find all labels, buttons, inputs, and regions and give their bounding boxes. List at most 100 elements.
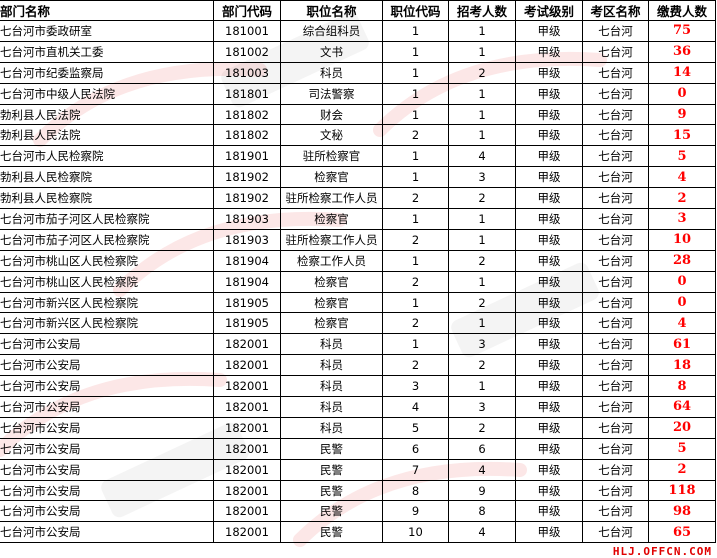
cell-exam-area: 七台河 [582, 333, 649, 356]
site-watermark: HLJ.OFFCN.COM [609, 546, 715, 558]
cell-recruit-count: 2 [448, 61, 516, 84]
cell-dept-code: 181905 [213, 312, 281, 335]
cell-dept-name: 七台河市人民检察院 [0, 145, 214, 168]
cell-dept-name: 七台河市中级人民法院 [0, 82, 214, 105]
registration-table: 部门名称 部门代码 职位名称 职位代码 招考人数 考试级别 考区名称 缴费人数 七台河市委政研… [0, 0, 716, 544]
cell-position-code: 1 [382, 291, 449, 314]
cell-exam-level: 甲级 [515, 103, 583, 126]
cell-dept-code: 181905 [213, 291, 281, 314]
cell-paid-count: 14 [648, 61, 716, 84]
cell-dept-name: 七台河市直机关工委 [0, 40, 214, 63]
cell-position-name: 科员 [280, 375, 383, 398]
table-row: 勃利县人民检察院 181902 检察官 1 3 甲级 七台河 4 [0, 166, 716, 189]
cell-paid-count: 8 [648, 375, 716, 398]
cell-dept-name: 勃利县人民检察院 [0, 166, 214, 189]
cell-exam-area: 七台河 [582, 521, 649, 544]
table-row: 七台河市公安局 182001 科员 2 2 甲级 七台河 18 [0, 354, 716, 377]
cell-exam-level: 甲级 [515, 187, 583, 210]
cell-paid-count: 4 [648, 312, 716, 335]
cell-position-code: 4 [382, 396, 449, 418]
cell-recruit-count: 2 [448, 354, 516, 377]
cell-dept-name: 勃利县人民法院 [0, 103, 214, 126]
cell-dept-name: 七台河市新兴区人民检察院 [0, 312, 214, 335]
cell-dept-code: 182001 [213, 396, 281, 418]
cell-dept-code: 182001 [213, 500, 281, 523]
cell-exam-level: 甲级 [515, 20, 583, 42]
cell-exam-level: 甲级 [515, 375, 583, 398]
cell-exam-level: 甲级 [515, 208, 583, 230]
cell-recruit-count: 1 [448, 228, 516, 251]
cell-exam-area: 七台河 [582, 249, 649, 272]
cell-position-code: 9 [382, 500, 449, 523]
cell-exam-level: 甲级 [515, 437, 583, 460]
cell-position-code: 1 [382, 82, 449, 105]
cell-dept-code: 181802 [213, 124, 281, 147]
cell-position-code: 2 [382, 228, 449, 251]
cell-dept-name: 七台河市公安局 [0, 437, 214, 460]
cell-exam-area: 七台河 [582, 40, 649, 63]
cell-exam-area: 七台河 [582, 416, 649, 439]
cell-exam-area: 七台河 [582, 396, 649, 418]
cell-dept-code: 181001 [213, 20, 281, 42]
cell-position-code: 2 [382, 187, 449, 210]
cell-dept-name: 七台河市茄子河区人民检察院 [0, 228, 214, 251]
cell-dept-name: 七台河市公安局 [0, 354, 214, 377]
table-row: 七台河市直机关工委 181002 文书 1 1 甲级 七台河 36 [0, 40, 716, 63]
cell-exam-level: 甲级 [515, 270, 583, 293]
cell-exam-level: 甲级 [515, 249, 583, 272]
cell-dept-code: 181903 [213, 208, 281, 230]
cell-dept-code: 182001 [213, 375, 281, 398]
cell-position-code: 1 [382, 333, 449, 356]
cell-position-name: 科员 [280, 333, 383, 356]
cell-exam-level: 甲级 [515, 416, 583, 439]
cell-exam-area: 七台河 [582, 479, 649, 502]
cell-position-name: 检察官 [280, 166, 383, 189]
cell-recruit-count: 3 [448, 333, 516, 356]
cell-recruit-count: 1 [448, 103, 516, 126]
cell-paid-count: 3 [648, 208, 716, 230]
cell-position-name: 科员 [280, 416, 383, 439]
cell-exam-level: 甲级 [515, 145, 583, 168]
cell-dept-name: 七台河市公安局 [0, 458, 214, 481]
cell-exam-area: 七台河 [582, 82, 649, 105]
cell-paid-count: 15 [648, 124, 716, 147]
column-header-paid-count: 缴费人数 [648, 0, 716, 21]
column-header-position-code: 职位代码 [382, 0, 449, 21]
column-header-position-name: 职位名称 [280, 0, 383, 21]
cell-position-name: 民警 [280, 458, 383, 481]
cell-dept-code: 181901 [213, 145, 281, 168]
cell-dept-code: 181902 [213, 187, 281, 210]
table-row: 七台河市公安局 182001 民警 10 4 甲级 七台河 65 [0, 521, 716, 544]
cell-paid-count: 10 [648, 228, 716, 251]
table-row: 七台河市茄子河区人民检察院 181903 检察官 1 1 甲级 七台河 3 [0, 208, 716, 230]
column-header-exam-area: 考区名称 [582, 0, 649, 21]
cell-recruit-count: 3 [448, 396, 516, 418]
table-row: 七台河市桃山区人民检察院 181904 检察官 2 1 甲级 七台河 0 [0, 270, 716, 293]
cell-exam-level: 甲级 [515, 500, 583, 523]
cell-exam-area: 七台河 [582, 375, 649, 398]
cell-exam-area: 七台河 [582, 270, 649, 293]
cell-recruit-count: 1 [448, 124, 516, 147]
cell-exam-level: 甲级 [515, 61, 583, 84]
cell-position-code: 1 [382, 61, 449, 84]
cell-paid-count: 64 [648, 396, 716, 418]
cell-recruit-count: 1 [448, 270, 516, 293]
cell-dept-name: 勃利县人民法院 [0, 124, 214, 147]
cell-exam-area: 七台河 [582, 20, 649, 42]
table-row: 七台河市人民检察院 181901 驻所检察官 1 4 甲级 七台河 5 [0, 145, 716, 168]
cell-paid-count: 118 [648, 479, 716, 502]
cell-paid-count: 28 [648, 249, 716, 272]
cell-exam-area: 七台河 [582, 166, 649, 189]
cell-position-name: 科员 [280, 396, 383, 418]
cell-position-code: 2 [382, 312, 449, 335]
table-row: 七台河市公安局 182001 民警 8 9 甲级 七台河 118 [0, 479, 716, 502]
cell-dept-code: 181802 [213, 103, 281, 126]
cell-recruit-count: 4 [448, 521, 516, 544]
cell-recruit-count: 1 [448, 375, 516, 398]
cell-paid-count: 0 [648, 82, 716, 105]
cell-exam-level: 甲级 [515, 82, 583, 105]
cell-dept-code: 181904 [213, 249, 281, 272]
cell-position-code: 2 [382, 270, 449, 293]
cell-position-code: 8 [382, 479, 449, 502]
table-row: 七台河市公安局 182001 科员 5 2 甲级 七台河 20 [0, 416, 716, 439]
